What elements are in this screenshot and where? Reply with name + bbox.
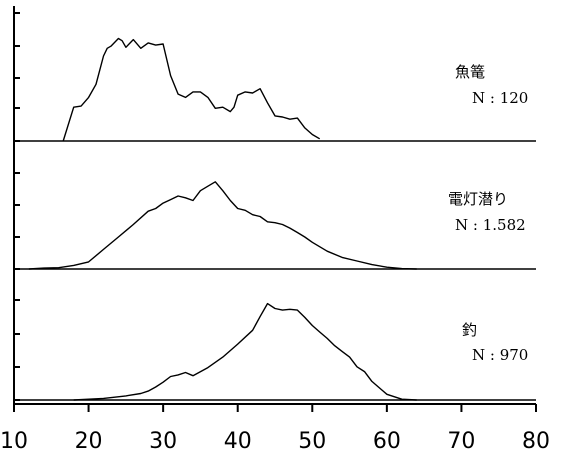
- series-line: [73, 302, 417, 401]
- x-tick-label: 40: [224, 429, 252, 454]
- panels: 魚篭 N : 120 電灯潜り N : 1.582 釣 N : 970: [14, 12, 536, 401]
- panel-n-label: N : 970: [472, 346, 528, 364]
- x-tick-label: 10: [0, 429, 28, 454]
- panel-label: 釣: [462, 321, 477, 339]
- panel-label: 電灯潜り: [448, 190, 508, 208]
- panel: 魚篭 N : 120: [14, 12, 536, 142]
- x-tick-label: 30: [149, 429, 177, 454]
- x-tick-label: 60: [373, 429, 401, 454]
- x-tick-labels: 10 20 30 40 50 60 70 80: [0, 429, 550, 454]
- x-tick-label: 50: [298, 429, 326, 454]
- x-tick-label: 70: [447, 429, 475, 454]
- x-tick-label: 80: [522, 429, 550, 454]
- panel: 釣 N : 970: [14, 299, 536, 401]
- panel-label: 魚篭: [455, 63, 485, 81]
- panel-n-label: N : 1.582: [455, 216, 526, 234]
- panel: 電灯潜り N : 1.582: [14, 172, 536, 270]
- panel-n-label: N : 120: [472, 89, 528, 107]
- x-tick-label: 20: [75, 429, 103, 454]
- series-line: [62, 37, 321, 142]
- series-line: [28, 181, 417, 270]
